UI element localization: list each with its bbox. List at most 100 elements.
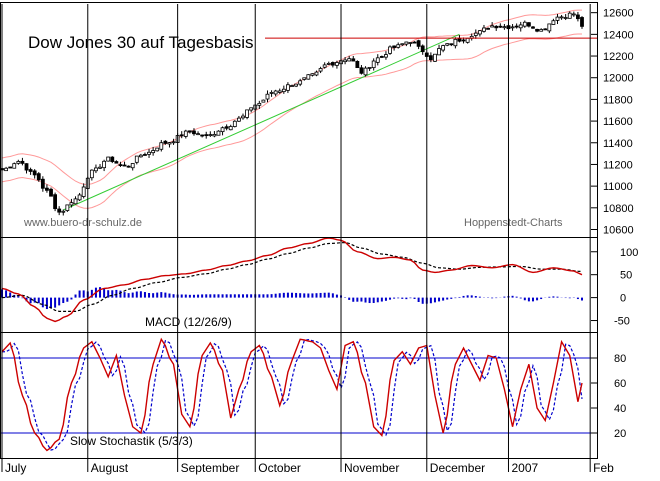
price-bar-body [449,43,454,46]
price-y-tick-label: 11800 [603,94,633,106]
price-bar-body [571,13,576,16]
price-bar-body [400,43,405,46]
price-bar-body [408,42,413,44]
price-bar-body [69,202,74,206]
price-bar-body [16,161,21,164]
macd-y-tick-label: 100 [620,247,638,259]
price-bar-body [527,22,531,27]
stochastic-frame [0,332,598,459]
price-bar-body [159,142,164,150]
price-bar-body [392,45,397,48]
stochastic-y-tick-label: 80 [614,353,626,365]
price-bar-body [269,92,274,94]
price-bar-body [347,58,352,62]
month-label: 2007 [511,461,538,475]
price-bar-body [477,30,482,35]
price-bar-body [367,66,372,69]
price-bar-body [138,154,143,158]
month-label: November [344,461,399,475]
price-bar-body [294,83,298,87]
price-bar-body [81,186,86,197]
price-bar-body [192,130,196,135]
price-bar-body [216,130,221,136]
price-bar-body [53,194,57,210]
price-bar-body [77,194,82,201]
price-bar-body [98,166,102,169]
price-bar-body [4,167,8,172]
price-bar-body [49,188,53,197]
price-bar-body [36,173,41,181]
macd-y-tick-label: 50 [620,270,632,282]
price-y-tick-label: 12600 [603,8,634,20]
price-y-tick-label: 11600 [603,116,633,128]
price-bar-body [306,74,311,80]
price-bar-body [547,23,552,32]
month-label: September [181,461,240,475]
price-bar-body [134,155,139,163]
price-bar-body [163,140,168,144]
month-label: October [258,461,301,475]
price-bar-body [514,25,519,28]
price-bar-body [322,64,327,68]
price-bar-body [330,62,335,66]
price-bar-body [273,90,278,95]
watermark-left: www.buero-dr-schulz.de [23,217,142,229]
price-y-tick-label: 10600 [603,224,634,236]
price-y-tick-label: 11000 [603,181,633,193]
price-bar-body [143,154,147,156]
month-label: July [5,461,26,475]
price-bar-body [404,41,409,45]
macd-lines [1,237,583,323]
price-bar-body [343,59,347,63]
price-bar-body [208,134,213,136]
price-y-tick-label: 10800 [603,203,634,215]
macd-title: MACD (12/26/9) [145,315,232,329]
price-bar-body [416,40,421,47]
price-bar-body [396,44,401,48]
price-bar-body [179,134,184,137]
macd-panel: MACD (12/26/9) -50 0 50 100 [1,237,638,329]
price-bar-body [40,178,45,189]
price-bar-body [494,25,499,29]
price-bar-body [24,163,29,171]
price-bar-body [20,160,25,164]
price-bar-body [437,48,441,56]
price-bar-body [212,134,217,137]
panel-frames [0,2,598,459]
price-bar-body [261,99,266,103]
price-bar-body [183,130,188,137]
price-bar-body [518,24,523,29]
price-bar-body [522,21,527,27]
price-bar-body [576,14,580,20]
macd-line [1,237,583,323]
macd-y-axis: -50 0 50 100 [591,247,638,328]
price-bar-body [420,45,425,53]
price-bar-body [61,210,66,213]
price-bar-body [371,60,376,69]
price-bar-body [118,164,123,167]
price-bar-body [363,67,368,76]
price-bar-body [351,58,356,62]
price-bar-body [151,150,156,154]
price-bar-body [567,12,572,19]
price-bar-body [155,147,160,152]
price-bar-body [535,28,539,32]
price-bar-body [73,198,78,205]
stochastic-y-axis: 20 40 60 80 [591,353,626,440]
price-bar-body [457,38,462,42]
title-background [0,33,265,52]
price-bar-body [375,57,380,63]
price-bar-body [114,161,119,164]
price-panel: Dow Jones 30 auf Tagesbasis www.buero-dr… [0,8,634,236]
price-bar-body [461,39,466,42]
price-bar-body [130,163,135,169]
price-bar-body [473,32,478,36]
price-y-tick-label: 12000 [603,73,634,85]
stochastic-d-line [2,338,583,451]
price-bar-body [384,54,388,58]
price-y-axis: 10600 10800 11000 11200 11400 11600 11800 12000… [591,8,634,236]
price-y-tick-label: 12200 [603,51,634,63]
price-title: Dow Jones 30 auf Tagesbasis [28,33,254,52]
price-bar-body [559,16,564,19]
